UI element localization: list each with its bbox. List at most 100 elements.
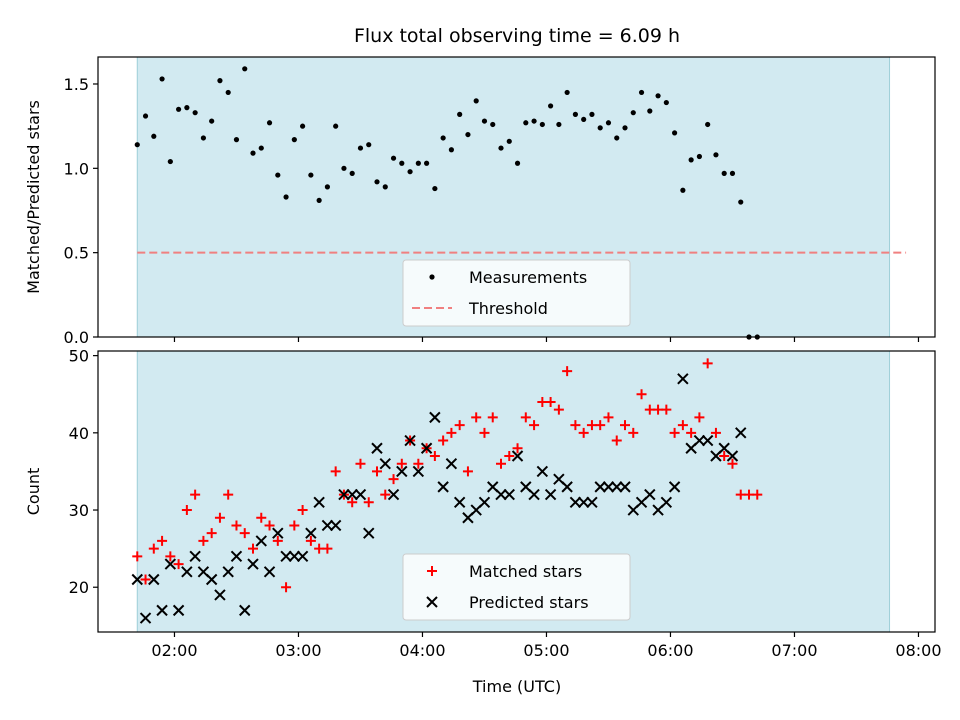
data-point bbox=[214, 512, 225, 523]
data-point bbox=[399, 160, 405, 166]
data-point bbox=[429, 411, 441, 424]
data-point bbox=[371, 442, 383, 454]
data-point bbox=[206, 528, 217, 539]
data-point bbox=[355, 458, 366, 469]
data-point bbox=[738, 199, 744, 205]
data-point bbox=[719, 450, 730, 461]
data-point bbox=[156, 604, 168, 617]
y-tick-label: 1.5 bbox=[64, 75, 89, 94]
data-point bbox=[514, 160, 521, 166]
data-point bbox=[230, 550, 243, 563]
data-point bbox=[354, 488, 367, 501]
legend-swatch bbox=[427, 566, 437, 576]
data-point bbox=[536, 465, 549, 478]
data-point bbox=[512, 443, 523, 454]
data-point bbox=[390, 155, 397, 161]
data-point bbox=[523, 120, 529, 126]
data-point bbox=[338, 488, 350, 501]
series-plus bbox=[132, 358, 763, 593]
data-point bbox=[341, 165, 347, 171]
data-point bbox=[305, 535, 316, 546]
data-point bbox=[713, 152, 719, 158]
y-tick-label: 0.5 bbox=[64, 244, 89, 263]
data-point bbox=[432, 185, 438, 192]
y-tick-label: 50 bbox=[69, 347, 89, 366]
data-point bbox=[677, 373, 689, 385]
data-point bbox=[132, 551, 143, 562]
data-point bbox=[172, 604, 185, 617]
data-point bbox=[520, 412, 531, 423]
data-point bbox=[225, 89, 231, 96]
data-point bbox=[165, 551, 176, 562]
data-point bbox=[503, 488, 515, 501]
data-point bbox=[630, 110, 636, 116]
data-point bbox=[572, 111, 579, 117]
data-point bbox=[333, 123, 339, 129]
data-point bbox=[184, 105, 190, 111]
data-point bbox=[597, 125, 603, 131]
data-point bbox=[148, 573, 160, 586]
data-point bbox=[479, 427, 490, 438]
data-point bbox=[176, 106, 182, 112]
data-point bbox=[142, 113, 149, 119]
data-point bbox=[586, 496, 598, 509]
x-tick-label: 06:00 bbox=[647, 641, 693, 660]
data-point bbox=[264, 520, 275, 531]
data-point bbox=[214, 589, 226, 601]
x-tick-label: 08:00 bbox=[895, 641, 941, 660]
legend: Measurements Threshold bbox=[402, 259, 631, 327]
data-point bbox=[250, 150, 256, 156]
data-point bbox=[297, 505, 308, 516]
data-point bbox=[300, 123, 306, 129]
axes-frame bbox=[97, 56, 936, 338]
data-point bbox=[198, 535, 209, 546]
data-point bbox=[247, 558, 259, 570]
data-point bbox=[539, 121, 545, 128]
data-point bbox=[564, 89, 570, 96]
data-point bbox=[415, 160, 421, 166]
data-point bbox=[544, 488, 557, 501]
data-point bbox=[283, 194, 289, 200]
data-point bbox=[528, 488, 540, 501]
data-point bbox=[164, 558, 177, 570]
data-point bbox=[481, 118, 488, 124]
data-point bbox=[529, 420, 540, 431]
data-point bbox=[693, 434, 706, 447]
data-point bbox=[727, 458, 738, 469]
data-point bbox=[511, 450, 524, 462]
data-point bbox=[223, 489, 234, 500]
data-point bbox=[446, 427, 457, 438]
data-point bbox=[478, 496, 491, 509]
data-point bbox=[413, 458, 424, 469]
data-point bbox=[275, 172, 281, 178]
data-point bbox=[462, 466, 473, 477]
data-point bbox=[374, 179, 380, 185]
legend: Matched stars Predicted stars bbox=[402, 553, 631, 621]
data-point bbox=[255, 535, 267, 547]
data-point bbox=[382, 184, 388, 190]
data-point bbox=[729, 170, 736, 176]
y-tick-label: 30 bbox=[69, 501, 89, 520]
data-point bbox=[347, 497, 358, 508]
data-point bbox=[288, 550, 301, 563]
data-point bbox=[622, 125, 628, 131]
data-point bbox=[396, 458, 407, 469]
data-point bbox=[577, 496, 590, 509]
data-point bbox=[454, 420, 465, 431]
data-point bbox=[357, 145, 364, 151]
x-tick-label: 04:00 bbox=[399, 641, 445, 660]
data-point bbox=[448, 147, 454, 153]
data-point bbox=[453, 496, 466, 509]
data-point bbox=[363, 527, 375, 539]
data-point bbox=[638, 89, 645, 96]
data-point bbox=[735, 427, 747, 439]
data-point bbox=[620, 420, 630, 431]
data-point bbox=[506, 138, 512, 144]
data-point bbox=[239, 528, 250, 539]
y-axis-label: Count bbox=[24, 468, 43, 516]
data-point bbox=[570, 420, 581, 431]
x-tick-label: 07:00 bbox=[771, 641, 817, 660]
data-point bbox=[680, 187, 686, 193]
data-point bbox=[647, 108, 653, 114]
data-point bbox=[242, 66, 248, 72]
